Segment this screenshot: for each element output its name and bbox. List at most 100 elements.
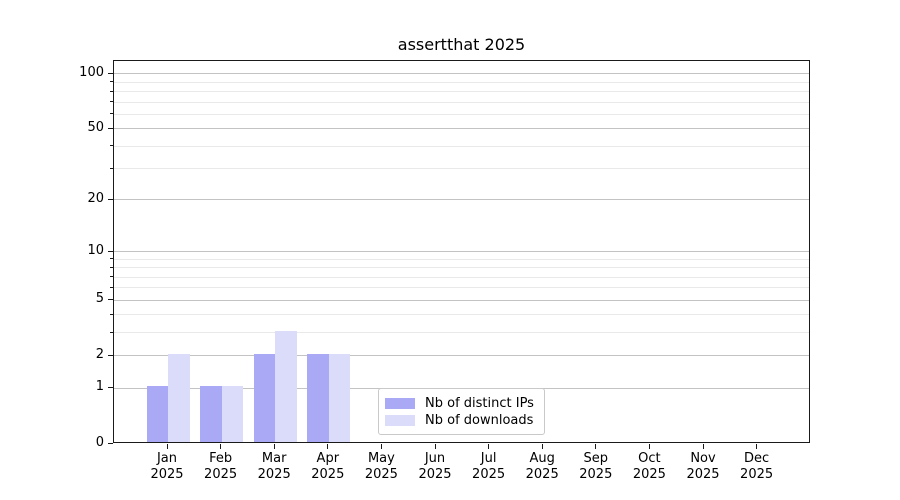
minor-gridline bbox=[114, 276, 809, 278]
legend-label: Nb of downloads bbox=[425, 413, 534, 428]
y-minor-tick-mark bbox=[110, 266, 113, 268]
y-tick-mark bbox=[108, 443, 113, 444]
y-tick-mark bbox=[108, 127, 113, 129]
y-tick-mark bbox=[108, 72, 113, 74]
y-minor-tick-mark bbox=[110, 286, 113, 288]
x-tick-year: 2025 bbox=[311, 467, 345, 482]
x-tick-label-sep: Sep 2025 bbox=[564, 451, 628, 483]
x-tick-month: Mar bbox=[261, 451, 287, 466]
y-tick-label: 2 bbox=[95, 346, 104, 362]
legend: Nb of distinct IPs Nb of downloads bbox=[378, 388, 545, 435]
legend-entry-downloads: Nb of downloads bbox=[385, 413, 535, 428]
x-tick-year: 2025 bbox=[740, 467, 774, 482]
x-tick-mark bbox=[756, 444, 758, 449]
y-tick-label: 0 bbox=[95, 435, 104, 450]
major-gridline bbox=[114, 355, 809, 357]
legend-swatch-icon bbox=[385, 415, 415, 426]
bar-apr-downloads bbox=[328, 353, 351, 442]
x-tick-month: Sep bbox=[583, 451, 609, 466]
x-tick-label-mar: Mar 2025 bbox=[242, 451, 306, 483]
y-minor-tick-mark bbox=[110, 276, 113, 278]
legend-label: Nb of distinct IPs bbox=[425, 396, 534, 411]
bar-feb-downloads bbox=[221, 386, 244, 442]
minor-gridline bbox=[114, 101, 809, 103]
x-tick-month: Nov bbox=[690, 451, 716, 466]
x-tick-month: May bbox=[367, 451, 395, 466]
bar-jan-downloads bbox=[168, 353, 190, 442]
x-tick-year: 2025 bbox=[204, 467, 238, 482]
x-tick-month: Aug bbox=[529, 451, 555, 466]
x-tick-mark bbox=[220, 444, 222, 449]
y-minor-tick-mark bbox=[110, 81, 113, 83]
y-minor-tick-mark bbox=[110, 258, 113, 260]
minor-gridline bbox=[114, 113, 809, 115]
x-tick-mark bbox=[702, 444, 704, 449]
x-tick-label-aug: Aug 2025 bbox=[510, 451, 574, 483]
y-minor-tick-mark bbox=[110, 313, 113, 315]
y-tick-label: 1 bbox=[95, 379, 104, 395]
x-tick-year: 2025 bbox=[257, 467, 291, 482]
minor-gridline bbox=[114, 91, 809, 93]
minor-gridline bbox=[114, 314, 809, 316]
y-tick-mark bbox=[108, 354, 113, 356]
y-minor-tick-mark bbox=[110, 90, 113, 92]
y-minor-tick-mark bbox=[110, 145, 113, 147]
minor-gridline bbox=[114, 145, 809, 147]
x-tick-month: Dec bbox=[744, 451, 770, 466]
minor-gridline bbox=[114, 258, 809, 260]
y-tick-label: 20 bbox=[87, 190, 104, 206]
y-tick-label: 10 bbox=[87, 242, 104, 258]
major-gridline bbox=[114, 199, 809, 201]
y-tick-mark bbox=[108, 387, 113, 389]
legend-entry-distinct-ips: Nb of distinct IPs bbox=[385, 396, 535, 411]
x-tick-mark bbox=[273, 444, 275, 449]
plot-area bbox=[113, 60, 810, 443]
bar-jan-distinct-ips bbox=[146, 386, 168, 442]
minor-gridline bbox=[114, 168, 809, 170]
chart-title: assertthat 2025 bbox=[397, 35, 526, 54]
x-tick-month: Jun bbox=[424, 451, 446, 466]
x-tick-mark bbox=[166, 444, 168, 449]
x-tick-year: 2025 bbox=[418, 467, 452, 482]
y-minor-tick-mark bbox=[110, 113, 113, 115]
minor-gridline bbox=[114, 332, 809, 334]
x-tick-label-dec: Dec 2025 bbox=[725, 451, 789, 483]
minor-gridline bbox=[114, 81, 809, 83]
x-tick-mark bbox=[595, 444, 597, 449]
x-tick-year: 2025 bbox=[364, 467, 398, 482]
x-tick-mark bbox=[380, 444, 382, 449]
bar-apr-distinct-ips bbox=[307, 353, 329, 442]
minor-gridline bbox=[114, 287, 809, 289]
x-tick-label-oct: Oct 2025 bbox=[617, 451, 681, 483]
x-tick-mark bbox=[648, 444, 650, 449]
y-tick-label: 100 bbox=[79, 64, 104, 80]
major-gridline bbox=[114, 251, 809, 253]
x-tick-year: 2025 bbox=[579, 467, 613, 482]
y-tick-mark bbox=[108, 198, 113, 200]
bar-mar-distinct-ips bbox=[253, 353, 276, 442]
x-tick-label-may: May 2025 bbox=[349, 451, 413, 483]
x-tick-month: Jul bbox=[480, 451, 497, 466]
x-tick-year: 2025 bbox=[525, 467, 559, 482]
x-tick-mark bbox=[327, 444, 329, 449]
major-gridline bbox=[114, 128, 809, 130]
x-tick-month: Oct bbox=[638, 451, 661, 466]
x-tick-year: 2025 bbox=[150, 467, 184, 482]
bar-feb-distinct-ips bbox=[200, 386, 222, 442]
y-tick-label: 50 bbox=[87, 119, 104, 135]
minor-gridline bbox=[114, 267, 809, 269]
y-tick-mark bbox=[108, 299, 113, 301]
bar-mar-downloads bbox=[275, 330, 297, 442]
major-gridline bbox=[114, 73, 809, 75]
y-minor-tick-mark bbox=[110, 167, 113, 169]
x-tick-year: 2025 bbox=[686, 467, 720, 482]
x-tick-label-feb: Feb 2025 bbox=[189, 451, 253, 483]
x-tick-label-jun: Jun 2025 bbox=[403, 451, 467, 483]
y-minor-tick-mark bbox=[110, 101, 113, 103]
x-tick-mark bbox=[434, 444, 436, 449]
x-tick-label-jan: Jan 2025 bbox=[135, 451, 199, 483]
x-tick-mark bbox=[488, 444, 490, 449]
x-tick-label-apr: Apr 2025 bbox=[296, 451, 360, 483]
x-tick-year: 2025 bbox=[472, 467, 506, 482]
